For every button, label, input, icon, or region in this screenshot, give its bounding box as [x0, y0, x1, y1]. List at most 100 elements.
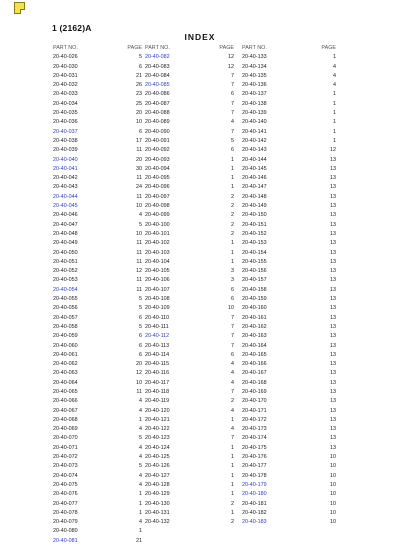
index-row: 20-40-150 13 [242, 211, 344, 220]
part-number-link[interactable]: 20-40-044 [53, 193, 78, 200]
part-number: 20-40-048 [53, 230, 78, 237]
index-row: 20-40-074 4 [53, 472, 155, 481]
page-number: 10 [136, 203, 142, 210]
index-row: 20-40-073 5 [53, 462, 155, 471]
index-row: 20-40-065 11 [53, 388, 155, 397]
part-number: 20-40-065 [53, 388, 78, 395]
page-number: 4 [231, 119, 234, 126]
page-number: 13 [330, 435, 336, 442]
index-row[interactable]: 20-40-183 10 [242, 518, 344, 527]
index-row[interactable]: 20-40-112 7 [145, 332, 247, 341]
part-number: 20-40-114 [145, 351, 170, 358]
page-number: 4 [139, 481, 142, 488]
index-row: 20-40-062 20 [53, 360, 155, 369]
page-number: 1 [231, 463, 234, 470]
page-number: 1 [333, 119, 336, 126]
part-number-link[interactable]: 20-40-112 [145, 333, 170, 340]
part-number: 20-40-046 [53, 212, 78, 219]
page-number: 11 [136, 175, 142, 182]
index-row: 20-40-113 7 [145, 342, 247, 351]
page-number: 12 [136, 268, 142, 275]
index-row: 20-40-158 13 [242, 286, 344, 295]
page-number: 11 [136, 258, 142, 265]
page-number: 2 [231, 500, 234, 507]
index-row[interactable]: 20-40-179 10 [242, 481, 344, 490]
index-row: 20-40-046 4 [53, 211, 155, 220]
index-row[interactable]: 20-40-040 20 [53, 156, 155, 165]
index-row[interactable]: 20-40-082 12 [145, 53, 247, 62]
column-header: PART NO. PAGE [53, 44, 155, 53]
page-number: 13 [330, 379, 336, 386]
part-number-link[interactable]: 20-40-054 [53, 286, 78, 293]
index-row: 20-40-086 6 [145, 90, 247, 99]
index-row[interactable]: 20-40-037 6 [53, 128, 155, 137]
page-number: 1 [231, 509, 234, 516]
page-number: 13 [330, 184, 336, 191]
index-row: 20-40-032 26 [53, 81, 155, 90]
index-row: 20-40-159 13 [242, 295, 344, 304]
index-row: 20-40-091 5 [145, 137, 247, 146]
part-number-link[interactable]: 20-40-082 [145, 54, 170, 61]
part-number: 20-40-152 [242, 230, 267, 237]
page-number: 1 [231, 175, 234, 182]
part-number-link[interactable]: 20-40-180 [242, 491, 267, 498]
index-row[interactable]: 20-40-081 21 [53, 537, 155, 546]
part-number: 20-40-042 [53, 175, 78, 182]
index-row[interactable]: 20-40-041 30 [53, 165, 155, 174]
part-number-link[interactable]: 20-40-041 [53, 165, 78, 172]
part-number-link[interactable]: 20-40-045 [53, 203, 78, 210]
index-row: 20-40-087 7 [145, 100, 247, 109]
index-row[interactable]: 20-40-045 10 [53, 202, 155, 211]
note-icon[interactable] [14, 2, 25, 14]
part-no-header: PART NO. [53, 45, 78, 51]
index-row: 20-40-089 4 [145, 118, 247, 127]
part-number: 20-40-163 [242, 333, 267, 340]
part-number: 20-40-166 [242, 361, 267, 368]
part-number-link[interactable]: 20-40-085 [145, 82, 170, 89]
part-number-link[interactable]: 20-40-037 [53, 128, 78, 135]
index-row[interactable]: 20-40-180 10 [242, 490, 344, 499]
page-number: 6 [139, 333, 142, 340]
index-row: 20-40-143 12 [242, 146, 344, 155]
part-number-link[interactable]: 20-40-179 [242, 481, 267, 488]
page-number: 13 [330, 212, 336, 219]
page-number: 11 [136, 147, 142, 154]
index-row: 20-40-140 1 [242, 118, 344, 127]
part-number: 20-40-086 [145, 91, 170, 98]
part-number: 20-40-155 [242, 258, 267, 265]
page-number: 2 [231, 221, 234, 228]
index-row: 20-40-165 13 [242, 351, 344, 360]
part-no-header: PART NO. [145, 45, 170, 51]
page-number: 13 [330, 193, 336, 200]
part-number: 20-40-158 [242, 286, 267, 293]
index-row: 20-40-103 1 [145, 249, 247, 258]
part-number-link[interactable]: 20-40-081 [53, 537, 78, 544]
index-row: 20-40-133 1 [242, 53, 344, 62]
page-number: 4 [333, 82, 336, 89]
page-number: 2 [231, 203, 234, 210]
index-row: 20-40-057 6 [53, 314, 155, 323]
part-number: 20-40-095 [145, 175, 170, 182]
index-row: 20-40-097 2 [145, 193, 247, 202]
index-row: 20-40-152 13 [242, 230, 344, 239]
index-row[interactable]: 20-40-044 11 [53, 193, 155, 202]
part-number: 20-40-119 [145, 398, 170, 405]
index-row: 20-40-104 1 [145, 258, 247, 267]
index-row: 20-40-079 4 [53, 518, 155, 527]
page-number: 13 [330, 351, 336, 358]
page-number: 7 [231, 388, 234, 395]
page-number: 13 [330, 203, 336, 210]
index-row: 20-40-146 13 [242, 174, 344, 183]
index-row: 20-40-059 6 [53, 332, 155, 341]
index-row: 20-40-084 7 [145, 72, 247, 81]
part-number-link[interactable]: 20-40-183 [242, 519, 267, 526]
part-number-link[interactable]: 20-40-040 [53, 156, 78, 163]
part-number: 20-40-121 [145, 416, 170, 423]
index-row: 20-40-102 1 [145, 239, 247, 248]
page-number: 13 [330, 230, 336, 237]
index-row[interactable]: 20-40-085 7 [145, 81, 247, 90]
index-row: 20-40-118 7 [145, 388, 247, 397]
index-row[interactable]: 20-40-054 11 [53, 286, 155, 295]
index-row: 20-40-116 4 [145, 369, 247, 378]
page-number: 12 [228, 63, 234, 70]
